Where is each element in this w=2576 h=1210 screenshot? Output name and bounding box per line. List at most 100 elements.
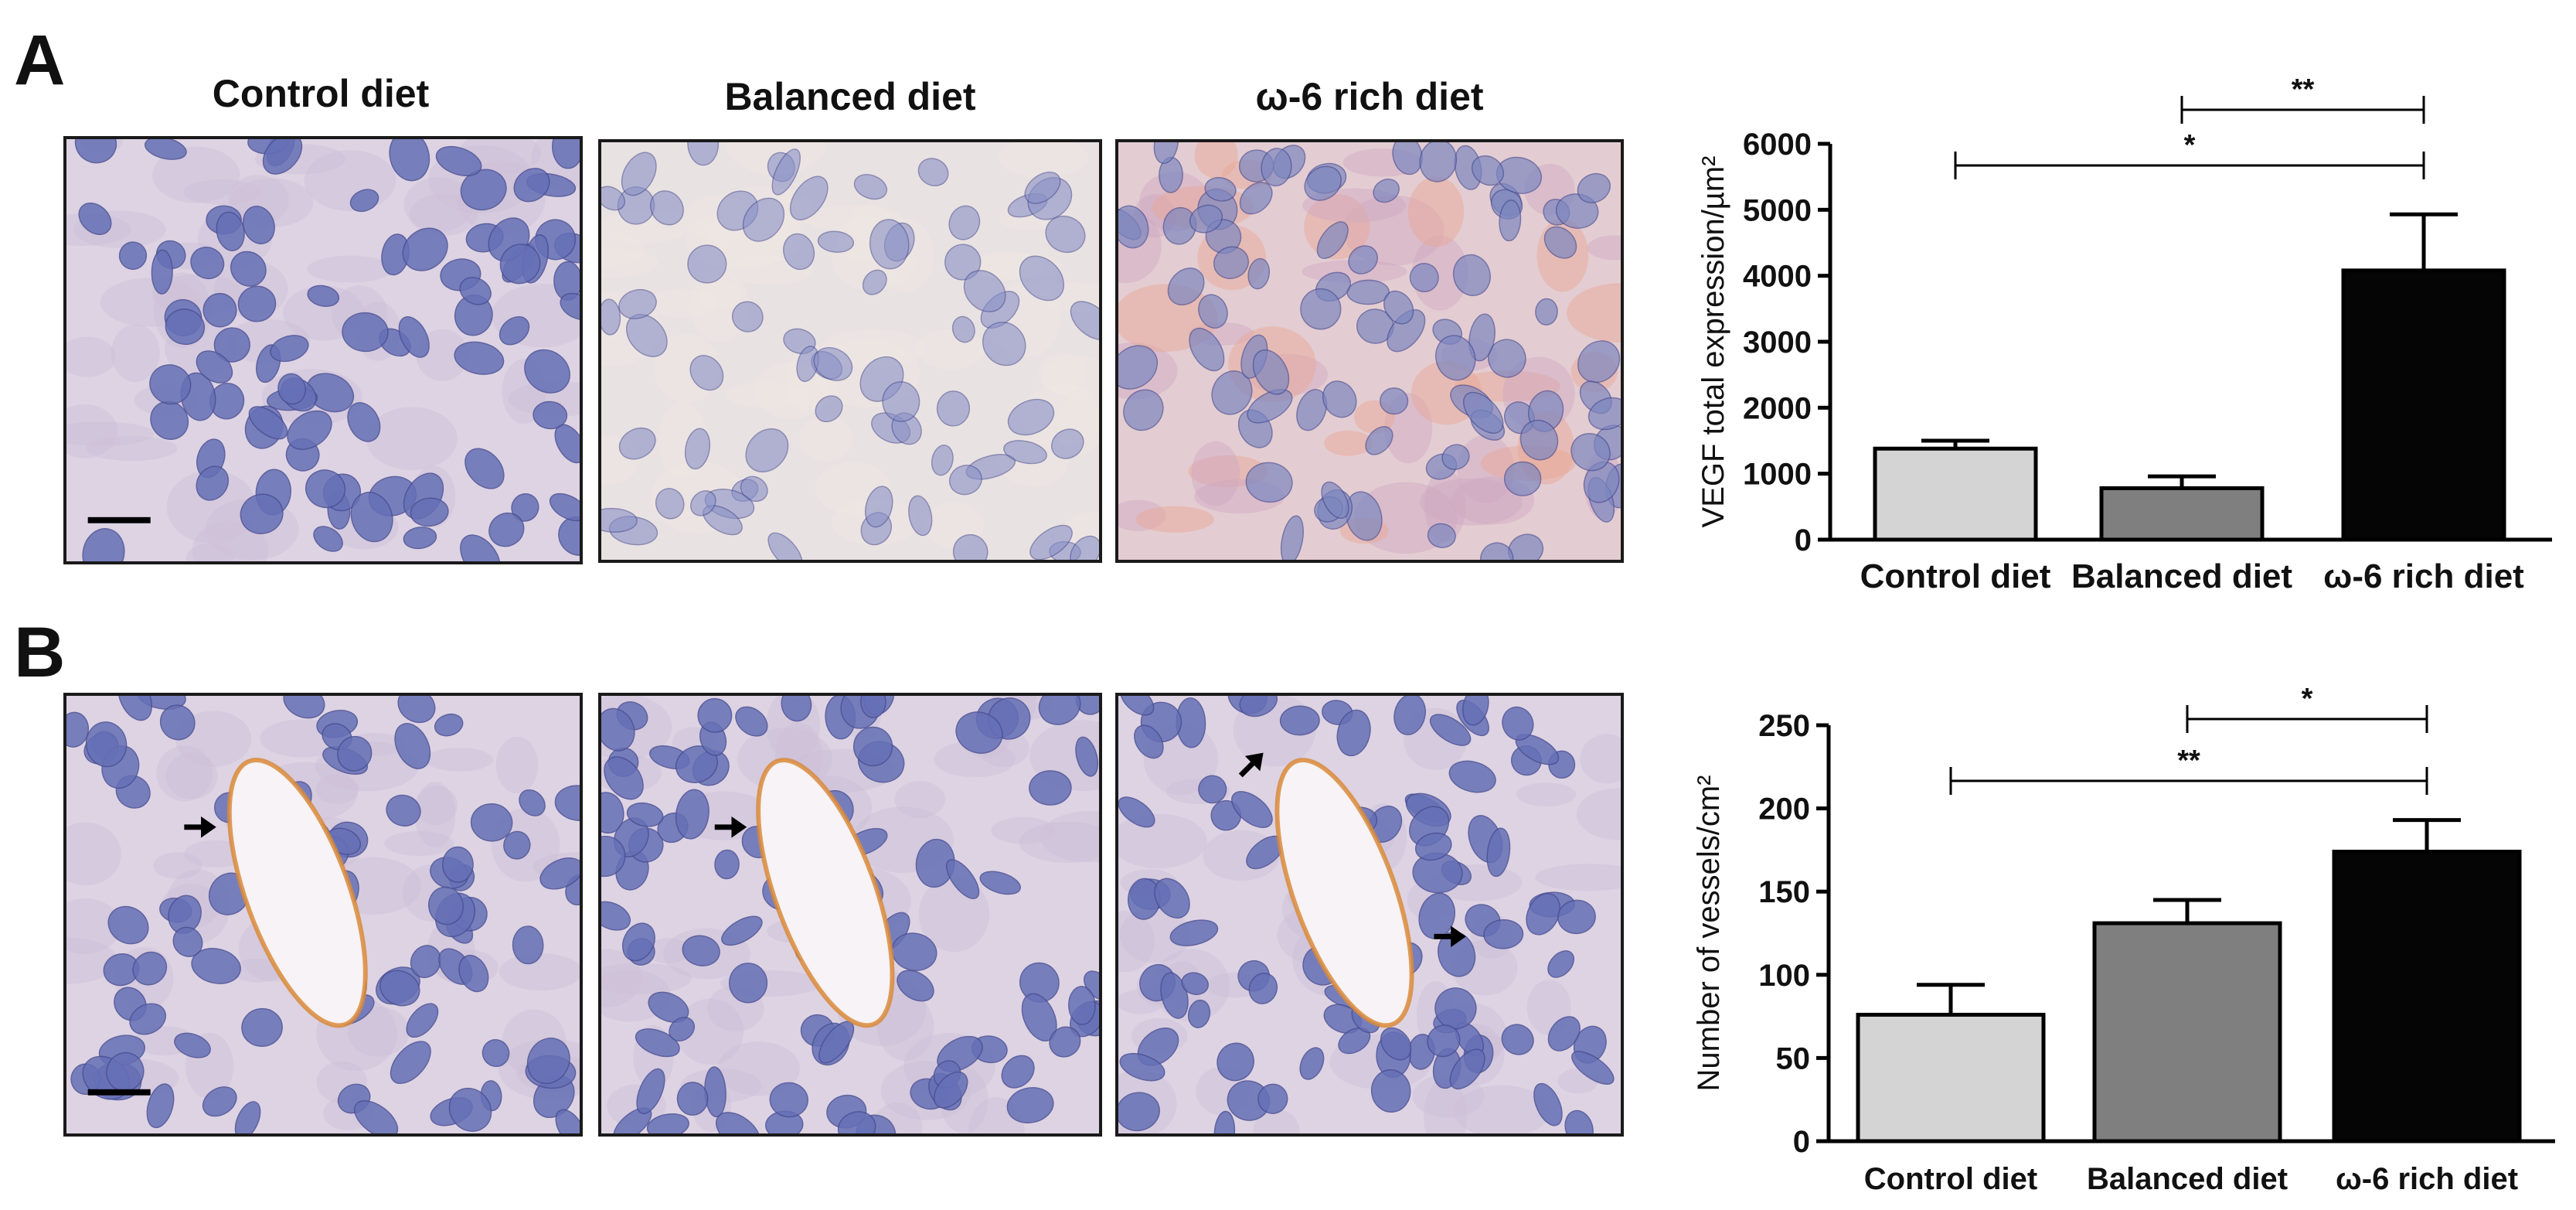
cell-nucleus — [174, 1032, 211, 1058]
cell-nucleus — [1471, 155, 1504, 186]
cytoplasm-blotch — [153, 852, 202, 879]
cell-nucleus — [864, 486, 893, 528]
cytoplasm-blotch — [185, 543, 234, 561]
arrow-head — [1451, 925, 1466, 948]
cell-nucleus — [1189, 204, 1223, 233]
cell-nucleus — [1075, 736, 1099, 777]
cell-nucleus — [745, 428, 789, 472]
cell-nucleus — [434, 713, 464, 737]
cytoplasm-blotch — [894, 781, 945, 818]
cytoplasm-blotch — [384, 831, 454, 856]
micrograph-b-control-image — [66, 696, 580, 1133]
cell-nucleus — [731, 301, 764, 332]
cell-nucleus — [1213, 1110, 1236, 1133]
vessel-lumen — [758, 760, 893, 1026]
cell-nucleus — [470, 803, 513, 842]
cell-nucleus — [1435, 335, 1476, 381]
x-category-label: ω-6 rich diet — [2323, 557, 2524, 595]
cell-nucleus — [601, 707, 635, 752]
cell-nucleus — [524, 349, 570, 394]
cell-nucleus — [1300, 288, 1342, 330]
cell-nucleus — [618, 288, 657, 319]
vessel-lumen — [1277, 760, 1412, 1026]
cell-nucleus — [1409, 263, 1439, 292]
cell-nucleus — [931, 445, 954, 476]
cell-nucleus — [554, 785, 580, 821]
cell-nucleus — [1239, 696, 1278, 717]
cell-nucleus — [1449, 1048, 1485, 1089]
cell-nucleus — [1483, 919, 1524, 949]
cytoplasm-blotch — [165, 752, 218, 799]
micrograph-a-control-image — [66, 139, 580, 561]
cell-nucleus — [1488, 339, 1526, 378]
cell-nucleus — [716, 1112, 761, 1133]
cell-nucleus — [721, 915, 763, 946]
arrow-head — [1244, 752, 1264, 772]
cell-nucleus — [150, 400, 189, 440]
cell-nucleus — [982, 322, 1026, 366]
vessel-wall — [1274, 758, 1414, 1028]
cell-nucleus — [1419, 142, 1458, 182]
cell-nucleus — [482, 1039, 510, 1067]
cell-nucleus — [386, 794, 421, 827]
cell-nucleus — [601, 792, 624, 834]
y-tick-label: 50 — [1776, 1041, 1811, 1075]
cell-nucleus — [196, 350, 233, 383]
cell-nucleus — [1370, 1069, 1411, 1113]
cell-nucleus — [646, 1113, 689, 1133]
cell-nucleus — [441, 846, 474, 883]
cell-nucleus — [601, 186, 626, 211]
micrograph-b-omega6-image — [1118, 696, 1621, 1133]
cell-nucleus — [1160, 972, 1189, 1019]
cell-nucleus — [560, 292, 580, 321]
bar — [2092, 921, 2282, 1144]
micrograph-b-omega6 — [1115, 693, 1624, 1137]
cell-nucleus — [783, 233, 815, 271]
cell-nucleus — [397, 696, 436, 724]
cell-nucleus — [512, 925, 544, 965]
cell-nucleus — [859, 696, 886, 718]
cell-nucleus — [789, 176, 829, 221]
cell-nucleus — [1181, 972, 1209, 995]
arrow-icon — [714, 816, 747, 838]
cell-nucleus — [669, 1017, 695, 1041]
cytoplasm-blotch — [347, 1007, 410, 1057]
cell-nucleus — [459, 277, 492, 305]
cell-nucleus — [1257, 1083, 1288, 1114]
cell-nucleus — [1038, 696, 1081, 725]
cell-nucleus — [655, 488, 685, 520]
cell-nucleus — [240, 493, 284, 534]
cell-nucleus — [1526, 892, 1561, 936]
cell-nucleus — [350, 492, 393, 543]
cytoplasm-blotch — [1194, 142, 1238, 179]
cell-nucleus — [769, 1082, 808, 1118]
cell-nucleus — [936, 390, 971, 427]
cell-nucleus — [1577, 340, 1621, 383]
bar — [2099, 486, 2265, 542]
cell-nucleus — [815, 395, 843, 423]
y-axis-title: Number of vessels/cm² — [1692, 775, 1726, 1092]
micrograph-a-control — [63, 136, 583, 564]
cell-nucleus — [1557, 899, 1596, 935]
cell-nucleus — [1299, 1047, 1325, 1080]
cell-nucleus — [1239, 182, 1273, 215]
x-category-label: Balanced diet — [2087, 1162, 2288, 1196]
cell-nucleus — [869, 219, 910, 270]
cell-nucleus — [82, 528, 125, 561]
cell-nucleus — [270, 335, 309, 363]
arrow-head — [201, 816, 216, 838]
cell-nucleus — [1248, 973, 1278, 1004]
cell-nucleus — [1211, 370, 1253, 415]
scale-bar — [87, 516, 151, 523]
cell-nucleus — [202, 292, 237, 328]
y-tick-label: 250 — [1758, 709, 1810, 743]
cell-nucleus — [353, 1100, 399, 1133]
y-tick-label: 200 — [1758, 792, 1810, 827]
cytoplasm-blotch — [307, 255, 393, 283]
cell-nucleus — [1247, 389, 1293, 424]
cell-nucleus — [558, 516, 580, 556]
cell-nucleus — [107, 905, 149, 945]
chart-a-svg: 0 1000 2000 3000 4000 5000 6000 VEGF total expr… — [1696, 73, 2552, 595]
cytoplasm-blotch — [1042, 356, 1099, 397]
cell-nucleus — [979, 871, 1021, 895]
